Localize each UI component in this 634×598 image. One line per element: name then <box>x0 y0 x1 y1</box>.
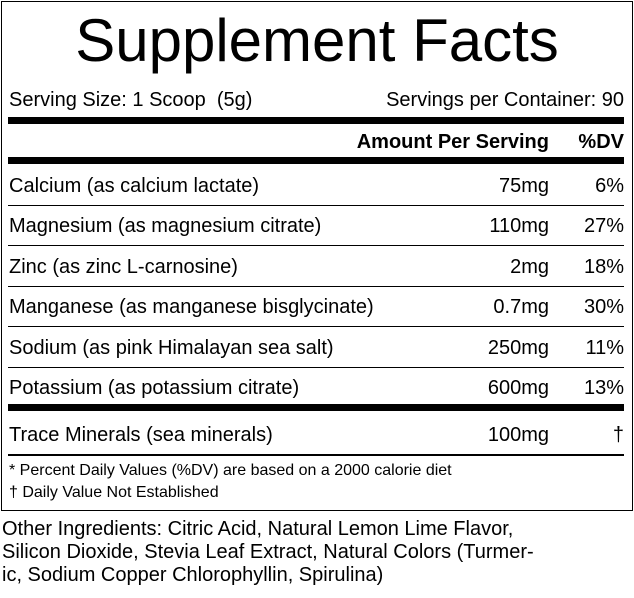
other-ingredients: Silicon Dioxide, Stevia Leaf Extract, Na… <box>2 541 534 563</box>
nutrient-name: Zinc (as zinc L-carnosine) <box>9 255 238 278</box>
nutrient-name: Magnesium (as magnesium citrate) <box>9 215 322 238</box>
row-rule <box>8 326 624 327</box>
nutrient-amount: 110mg <box>489 215 549 238</box>
nutrient-dv: 27% <box>583 215 624 238</box>
row-rule <box>8 286 624 287</box>
row-rule <box>8 245 624 246</box>
amount-header: Amount Per Serving <box>356 131 549 153</box>
nutrient-dv: 6% <box>595 175 624 197</box>
nutrient-name: Trace Minerals (sea minerals) <box>9 424 273 446</box>
dv-header: %DV <box>578 131 624 153</box>
nutrient-amount: 75mg <box>498 175 549 197</box>
nutrient-name: Potassium (as potassium citrate) <box>9 377 300 399</box>
nutrient-amount: 2mg <box>510 255 549 278</box>
nutrient-dv: 30% <box>583 296 624 319</box>
nutrient-name: Sodium (as pink Himalayan sea salt) <box>9 336 334 359</box>
nutrient-name: Calcium (as calcium lactate) <box>9 175 260 197</box>
thick-rule <box>8 404 624 411</box>
nutrient-amount: 250mg <box>487 336 549 359</box>
nutrient-name: Manganese (as manganese bisglycinate) <box>9 296 374 319</box>
other-ingredients: ic, Sodium Copper Chlorophyllin, Spiruli… <box>2 564 384 586</box>
nutrient-dv: 13% <box>583 377 624 399</box>
rule <box>8 454 624 456</box>
title: Supplement Facts <box>75 7 559 74</box>
row-rule <box>8 205 624 206</box>
label-box <box>1 1 633 511</box>
nutrient-dv: † <box>612 424 624 446</box>
footnote: * Percent Daily Values (%DV) are based o… <box>9 462 452 479</box>
row-rule <box>8 367 624 368</box>
servings-per-container: Servings per Container: 90 <box>386 89 624 111</box>
nutrient-amount: 600mg <box>487 377 549 399</box>
nutrient-amount: 100mg <box>487 424 549 446</box>
nutrient-dv: 11% <box>585 336 624 359</box>
nutrient-dv: 18% <box>583 255 624 278</box>
thick-rule <box>8 117 624 124</box>
nutrient-amount: 0.7mg <box>493 296 549 319</box>
serving-size: Serving Size: 1 Scoop (5g) <box>9 89 253 111</box>
footnote: † Daily Value Not Established <box>9 484 219 501</box>
thick-rule <box>8 157 624 164</box>
other-ingredients: Other Ingredients: Citric Acid, Natural … <box>2 518 514 540</box>
